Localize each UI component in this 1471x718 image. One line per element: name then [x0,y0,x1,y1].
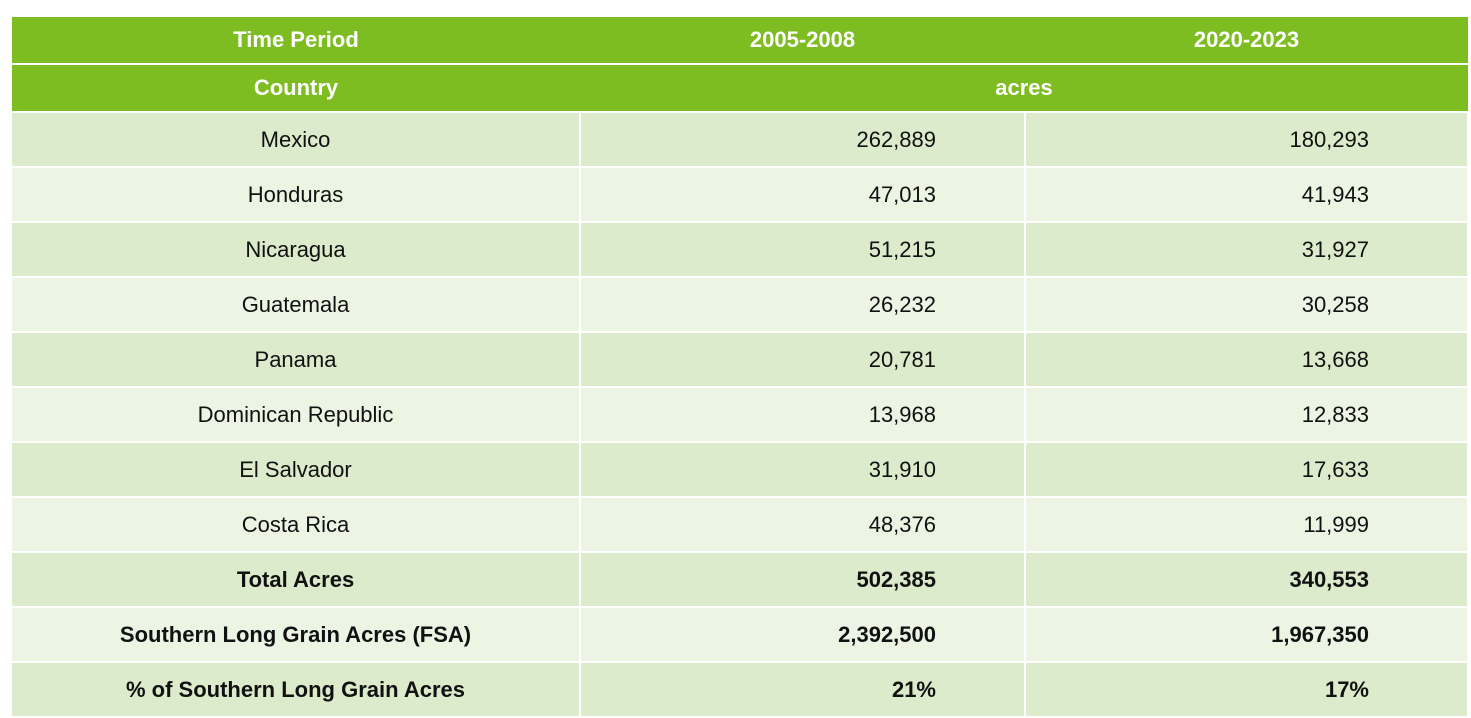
cell-value: 17% [1025,662,1469,718]
cell-value: 47,013 [580,167,1026,223]
cell-value: 31,927 [1025,222,1469,278]
row-label: Honduras [12,167,581,223]
table-row: Dominican Republic 13,968 12,833 [12,387,1469,443]
row-label: % of Southern Long Grain Acres [12,662,581,718]
table-body: Mexico 262,889 180,293 Honduras 47,013 41,943… [12,112,1469,718]
cell-value: 1,967,350 [1025,607,1469,663]
table-row: Honduras 47,013 41,943 [12,167,1469,223]
cell-value: 26,232 [580,277,1026,333]
cell-value: 48,376 [580,497,1026,553]
period-label: 2020-2023 [1025,17,1468,65]
country-label: Country [12,64,580,113]
table-row: Nicaragua 51,215 31,927 [12,222,1469,278]
row-label: Guatemala [12,277,581,333]
row-label: Total Acres [12,552,581,608]
header-row: Time Period 2005-2008 2020-2023 [12,17,1468,65]
cell-value: 180,293 [1025,112,1469,168]
cell-value: 2,392,500 [580,607,1026,663]
cell-value: 340,553 [1025,552,1469,608]
cell-value: 13,968 [580,387,1026,443]
table-container: Time Period 2005-2008 2020-2023 Country … [12,17,1469,718]
table-row: Panama 20,781 13,668 [12,332,1469,388]
row-label: Mexico [12,112,581,168]
cell-value: 17,633 [1025,442,1469,498]
table-row: % of Southern Long Grain Acres 21% 17% [12,662,1469,718]
cell-value: 12,833 [1025,387,1469,443]
cell-value: 11,999 [1025,497,1469,553]
unit-label: acres [580,64,1468,113]
time-period-label: Time Period [12,17,580,65]
table-row: El Salvador 31,910 17,633 [12,442,1469,498]
acreage-table: Time Period 2005-2008 2020-2023 Country … [12,17,1469,718]
header-row: Country acres [12,64,1468,113]
cell-value: 41,943 [1025,167,1469,223]
period-label: 2005-2008 [580,17,1025,65]
table-row: Total Acres 502,385 340,553 [12,552,1469,608]
row-label: Panama [12,332,581,388]
row-label: Costa Rica [12,497,581,553]
table-header: Time Period 2005-2008 2020-2023 Country … [12,17,1468,113]
table-row: Southern Long Grain Acres (FSA) 2,392,500… [12,607,1469,663]
cell-value: 21% [580,662,1026,718]
row-label: Nicaragua [12,222,581,278]
cell-value: 502,385 [580,552,1026,608]
cell-value: 30,258 [1025,277,1469,333]
cell-value: 20,781 [580,332,1026,388]
cell-value: 31,910 [580,442,1026,498]
row-label: El Salvador [12,442,581,498]
cell-value: 13,668 [1025,332,1469,388]
row-label: Southern Long Grain Acres (FSA) [12,607,581,663]
row-label: Dominican Republic [12,387,581,443]
cell-value: 51,215 [580,222,1026,278]
table-row: Costa Rica 48,376 11,999 [12,497,1469,553]
cell-value: 262,889 [580,112,1026,168]
table-row: Guatemala 26,232 30,258 [12,277,1469,333]
table-row: Mexico 262,889 180,293 [12,112,1469,168]
